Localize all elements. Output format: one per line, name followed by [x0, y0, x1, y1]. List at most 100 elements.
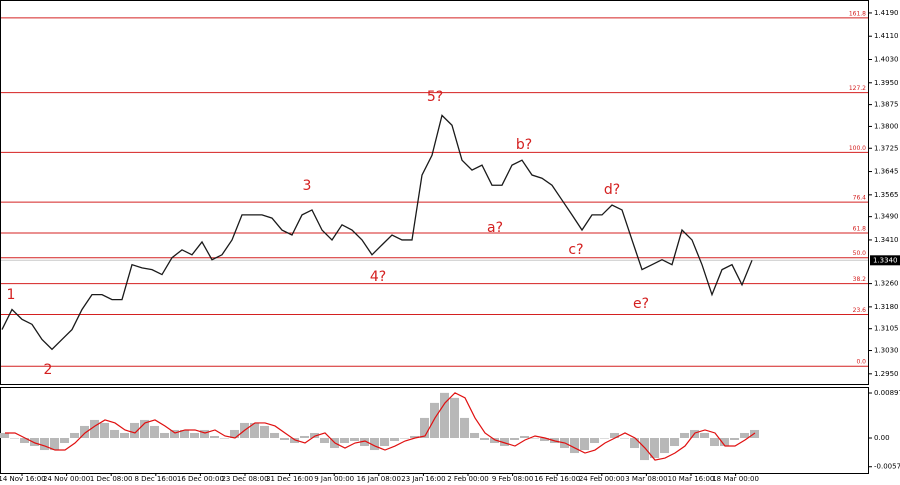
macd-bar [280, 437, 289, 441]
x-tick-label: 16 Dec 00:00 [177, 475, 224, 483]
macd-bar [390, 437, 399, 442]
macd-bar [190, 432, 199, 438]
macd-bar [40, 437, 49, 451]
macd-bar [90, 419, 99, 438]
macd-bar [260, 425, 269, 438]
macd-bar [360, 437, 369, 447]
y-tick-label: 1.3030 [874, 347, 899, 355]
macd-bar [200, 429, 209, 438]
y-tick-label: 1.3950 [874, 79, 899, 87]
macd-bar [650, 437, 659, 459]
fib-label: 23.6 [853, 307, 867, 314]
macd-bar [160, 432, 169, 438]
price-line [1, 114, 753, 351]
fib-label: 50.0 [853, 250, 867, 257]
macd-bar [340, 437, 349, 444]
x-tick-label: 8 Dec 16:00 [134, 475, 177, 483]
wave-label: c? [568, 242, 583, 258]
current-price-label: 1.3340 [873, 256, 898, 264]
macd-bar [310, 432, 319, 438]
wave-label: 5? [427, 89, 443, 105]
y-tick-label: 1.3725 [874, 144, 899, 152]
macd-bar [150, 425, 159, 438]
macd-bar [470, 432, 479, 438]
macd-bar [250, 422, 259, 438]
macd-bar [420, 417, 429, 438]
wave-label: 3 [303, 178, 312, 194]
x-tick-label: 1 Dec 08:00 [90, 475, 133, 483]
macd-bar [60, 437, 69, 444]
macd-bar [170, 429, 179, 438]
x-tick-label: 31 Dec 16:00 [266, 475, 313, 483]
x-tick-label: 14 Nov 16:00 [0, 475, 46, 483]
macd-bar [660, 437, 669, 454]
price-panel [0, 0, 869, 385]
wave-label: d? [604, 182, 620, 198]
macd-bar [460, 417, 469, 438]
x-tick-label: 10 Mar 16:00 [668, 475, 715, 483]
x-tick-label: 9 Feb 08:00 [492, 475, 533, 483]
macd-bar [670, 437, 679, 447]
macd-bar [680, 432, 689, 438]
x-tick-label: 24 Feb 00:00 [579, 475, 625, 483]
macd-tick-label: -0.00573 [874, 463, 900, 471]
y-tick-label: 1.3875 [874, 101, 899, 109]
y-tick-label: 1.3645 [874, 168, 899, 176]
macd-bar [480, 437, 489, 441]
macd-bar [630, 437, 639, 449]
macd-bar [70, 432, 79, 438]
macd-bar [300, 435, 309, 438]
macd-bar [140, 419, 149, 438]
macd-bar [110, 429, 119, 438]
x-tick-label: 16 Feb 16:00 [534, 475, 580, 483]
current-price-box [870, 255, 900, 266]
macd-bar [30, 437, 39, 447]
x-tick-label: 2 Feb 00:00 [447, 475, 488, 483]
x-tick-label: 3 Mar 08:00 [625, 475, 667, 483]
y-tick-label: 1.3260 [874, 280, 899, 288]
macd-bar [210, 435, 219, 438]
macd-bar [20, 437, 29, 444]
wave-label: 2 [44, 362, 53, 378]
macd-tick-label: 0.00897 [874, 389, 900, 397]
macd-bar [640, 437, 649, 461]
macd-bar [0, 432, 9, 438]
macd-bar [610, 432, 619, 438]
macd-tick-label: 0.00 [874, 434, 890, 442]
y-tick-label: 1.3565 [874, 191, 899, 199]
macd-bar [290, 437, 299, 444]
macd-bar [350, 437, 359, 442]
macd-panel [0, 387, 869, 474]
macd-bar [400, 437, 409, 439]
fib-label: 100.0 [849, 145, 866, 152]
macd-bar [130, 422, 139, 438]
macd-bar [720, 437, 729, 447]
macd-bar [740, 432, 749, 438]
fib-label: 127.2 [849, 85, 866, 92]
wave-label: e? [633, 296, 649, 312]
x-tick-label: 9 Jan 00:00 [314, 475, 354, 483]
macd-bar [490, 437, 499, 444]
macd-bar [50, 437, 59, 451]
macd-bar [370, 437, 379, 451]
fib-label: 76.4 [853, 195, 867, 202]
y-tick-label: 1.2950 [874, 370, 899, 378]
macd-bar [410, 435, 419, 438]
fib-label: 61.8 [853, 225, 867, 232]
macd-signal [5, 392, 756, 461]
y-tick-label: 1.4030 [874, 55, 899, 63]
macd-bar [500, 437, 509, 447]
macd-bar [540, 437, 549, 442]
macd-bar [180, 429, 189, 438]
macd-bar [380, 437, 389, 447]
wave-label: 4? [370, 269, 386, 285]
macd-bar [430, 402, 439, 438]
macd-bar [730, 437, 739, 441]
macd-bar [510, 437, 519, 441]
macd-bar [600, 437, 609, 439]
macd-bar [570, 437, 579, 454]
macd-bar [10, 437, 19, 439]
macd-bar [100, 422, 109, 438]
x-tick-label: 23 Dec 08:00 [221, 475, 268, 483]
